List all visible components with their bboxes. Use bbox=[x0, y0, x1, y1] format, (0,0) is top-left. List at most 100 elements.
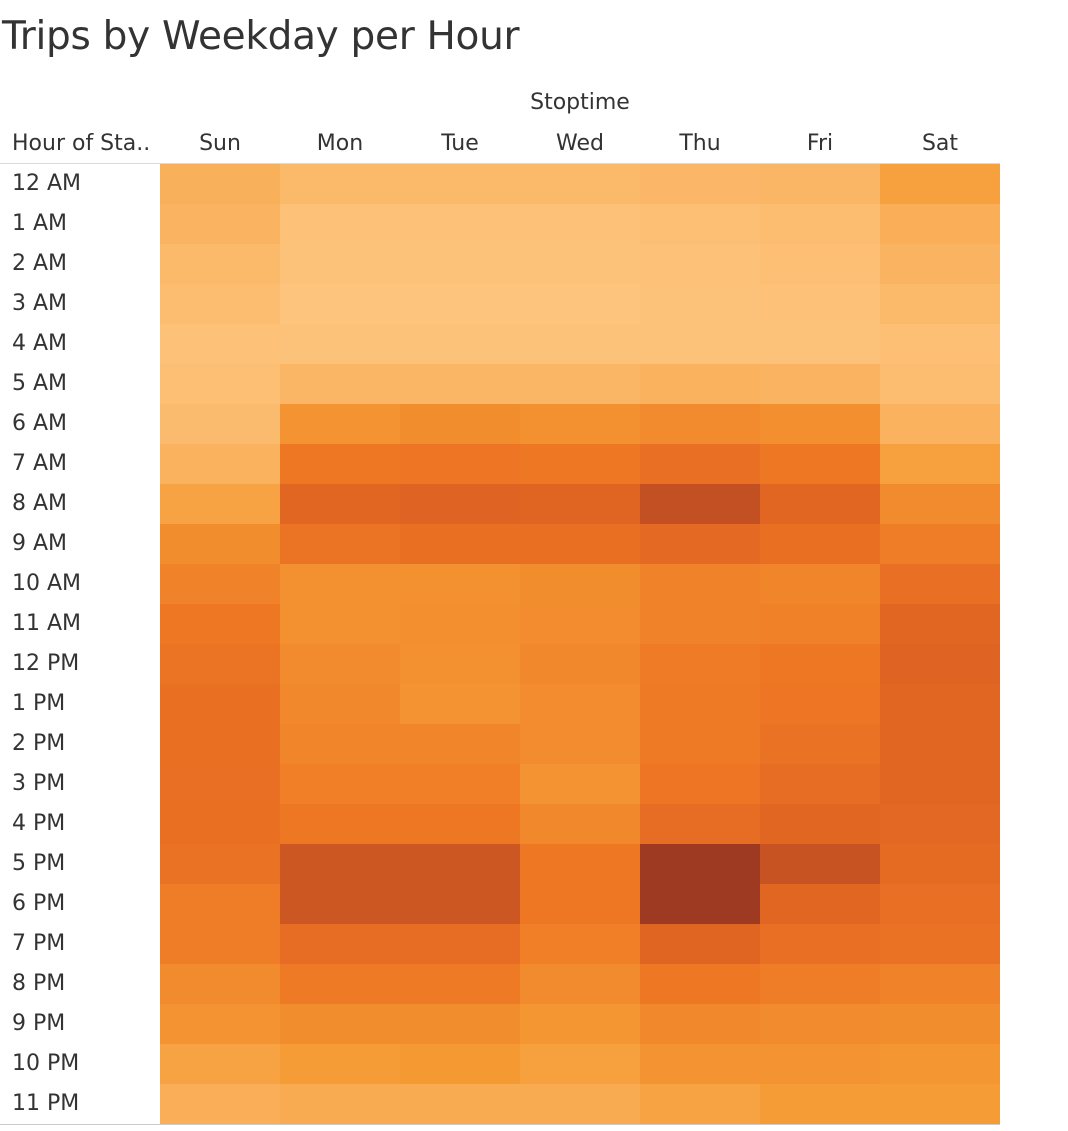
heatmap-cell-5-am-wed[interactable] bbox=[520, 364, 640, 404]
heatmap-cell-1-pm-fri[interactable] bbox=[760, 684, 880, 724]
heatmap-cell-11-am-wed[interactable] bbox=[520, 604, 640, 644]
heatmap-cell-8-am-thu[interactable] bbox=[640, 484, 760, 524]
heatmap-cell-10-am-sun[interactable] bbox=[160, 564, 280, 604]
heatmap-cell-8-am-mon[interactable] bbox=[280, 484, 400, 524]
heatmap-cell-7-pm-mon[interactable] bbox=[280, 924, 400, 964]
heatmap-cell-7-pm-fri[interactable] bbox=[760, 924, 880, 964]
heatmap-cell-6-am-tue[interactable] bbox=[400, 404, 520, 444]
heatmap-cell-1-am-fri[interactable] bbox=[760, 204, 880, 244]
heatmap-cell-4-am-mon[interactable] bbox=[280, 324, 400, 364]
heatmap-cell-12-pm-wed[interactable] bbox=[520, 644, 640, 684]
heatmap-cell-2-pm-tue[interactable] bbox=[400, 724, 520, 764]
heatmap-cell-7-am-thu[interactable] bbox=[640, 444, 760, 484]
heatmap-cell-5-am-mon[interactable] bbox=[280, 364, 400, 404]
heatmap-cell-7-pm-sat[interactable] bbox=[880, 924, 1000, 964]
heatmap-cell-9-pm-mon[interactable] bbox=[280, 1004, 400, 1044]
heatmap-cell-7-am-sun[interactable] bbox=[160, 444, 280, 484]
heatmap-cell-10-am-sat[interactable] bbox=[880, 564, 1000, 604]
heatmap-cell-5-am-sat[interactable] bbox=[880, 364, 1000, 404]
heatmap-cell-1-am-wed[interactable] bbox=[520, 204, 640, 244]
heatmap-cell-11-am-tue[interactable] bbox=[400, 604, 520, 644]
heatmap-cell-5-am-thu[interactable] bbox=[640, 364, 760, 404]
heatmap-cell-6-pm-sun[interactable] bbox=[160, 884, 280, 924]
heatmap-cell-11-am-fri[interactable] bbox=[760, 604, 880, 644]
heatmap-cell-4-pm-tue[interactable] bbox=[400, 804, 520, 844]
heatmap-cell-8-am-sun[interactable] bbox=[160, 484, 280, 524]
heatmap-cell-1-pm-sun[interactable] bbox=[160, 684, 280, 724]
heatmap-cell-11-pm-fri[interactable] bbox=[760, 1084, 880, 1124]
heatmap-cell-10-am-tue[interactable] bbox=[400, 564, 520, 604]
heatmap-cell-1-pm-wed[interactable] bbox=[520, 684, 640, 724]
heatmap-cell-2-am-thu[interactable] bbox=[640, 244, 760, 284]
heatmap-cell-6-pm-tue[interactable] bbox=[400, 884, 520, 924]
heatmap-cell-11-am-mon[interactable] bbox=[280, 604, 400, 644]
heatmap-cell-11-pm-wed[interactable] bbox=[520, 1084, 640, 1124]
heatmap-cell-2-pm-mon[interactable] bbox=[280, 724, 400, 764]
heatmap-cell-5-am-tue[interactable] bbox=[400, 364, 520, 404]
heatmap-cell-8-pm-wed[interactable] bbox=[520, 964, 640, 1004]
heatmap-cell-3-am-mon[interactable] bbox=[280, 284, 400, 324]
heatmap-cell-12-pm-thu[interactable] bbox=[640, 644, 760, 684]
heatmap-cell-12-pm-sat[interactable] bbox=[880, 644, 1000, 684]
heatmap-cell-11-pm-mon[interactable] bbox=[280, 1084, 400, 1124]
heatmap-cell-10-am-mon[interactable] bbox=[280, 564, 400, 604]
heatmap-cell-1-pm-mon[interactable] bbox=[280, 684, 400, 724]
heatmap-cell-1-am-thu[interactable] bbox=[640, 204, 760, 244]
heatmap-cell-2-pm-fri[interactable] bbox=[760, 724, 880, 764]
heatmap-cell-4-am-sat[interactable] bbox=[880, 324, 1000, 364]
heatmap-cell-2-pm-thu[interactable] bbox=[640, 724, 760, 764]
heatmap-cell-3-pm-sun[interactable] bbox=[160, 764, 280, 804]
heatmap-cell-9-pm-sat[interactable] bbox=[880, 1004, 1000, 1044]
heatmap-cell-7-am-wed[interactable] bbox=[520, 444, 640, 484]
heatmap-cell-7-pm-thu[interactable] bbox=[640, 924, 760, 964]
heatmap-cell-10-pm-wed[interactable] bbox=[520, 1044, 640, 1084]
heatmap-cell-3-pm-thu[interactable] bbox=[640, 764, 760, 804]
heatmap-cell-10-pm-sat[interactable] bbox=[880, 1044, 1000, 1084]
heatmap-cell-9-am-sat[interactable] bbox=[880, 524, 1000, 564]
heatmap-cell-2-am-sat[interactable] bbox=[880, 244, 1000, 284]
heatmap-cell-8-pm-mon[interactable] bbox=[280, 964, 400, 1004]
heatmap-cell-1-am-mon[interactable] bbox=[280, 204, 400, 244]
heatmap-cell-5-pm-sun[interactable] bbox=[160, 844, 280, 884]
heatmap-cell-3-am-tue[interactable] bbox=[400, 284, 520, 324]
heatmap-cell-3-am-wed[interactable] bbox=[520, 284, 640, 324]
heatmap-cell-1-am-tue[interactable] bbox=[400, 204, 520, 244]
heatmap-cell-11-am-sat[interactable] bbox=[880, 604, 1000, 644]
heatmap-cell-2-pm-sat[interactable] bbox=[880, 724, 1000, 764]
heatmap-cell-4-am-tue[interactable] bbox=[400, 324, 520, 364]
heatmap-cell-9-am-thu[interactable] bbox=[640, 524, 760, 564]
heatmap-cell-3-pm-mon[interactable] bbox=[280, 764, 400, 804]
heatmap-cell-8-pm-tue[interactable] bbox=[400, 964, 520, 1004]
heatmap-cell-7-am-fri[interactable] bbox=[760, 444, 880, 484]
heatmap-cell-6-am-sat[interactable] bbox=[880, 404, 1000, 444]
heatmap-cell-12-am-mon[interactable] bbox=[280, 164, 400, 204]
heatmap-cell-10-pm-sun[interactable] bbox=[160, 1044, 280, 1084]
heatmap-cell-1-pm-tue[interactable] bbox=[400, 684, 520, 724]
heatmap-cell-9-pm-sun[interactable] bbox=[160, 1004, 280, 1044]
heatmap-cell-8-am-fri[interactable] bbox=[760, 484, 880, 524]
heatmap-cell-8-am-wed[interactable] bbox=[520, 484, 640, 524]
heatmap-cell-10-am-thu[interactable] bbox=[640, 564, 760, 604]
heatmap-cell-6-pm-mon[interactable] bbox=[280, 884, 400, 924]
heatmap-cell-12-am-sun[interactable] bbox=[160, 164, 280, 204]
heatmap-cell-12-pm-tue[interactable] bbox=[400, 644, 520, 684]
heatmap-cell-6-am-thu[interactable] bbox=[640, 404, 760, 444]
heatmap-cell-9-am-fri[interactable] bbox=[760, 524, 880, 564]
heatmap-cell-8-pm-sun[interactable] bbox=[160, 964, 280, 1004]
heatmap-cell-12-am-thu[interactable] bbox=[640, 164, 760, 204]
heatmap-cell-2-am-tue[interactable] bbox=[400, 244, 520, 284]
heatmap-cell-12-am-wed[interactable] bbox=[520, 164, 640, 204]
heatmap-cell-10-am-wed[interactable] bbox=[520, 564, 640, 604]
heatmap-cell-2-pm-sun[interactable] bbox=[160, 724, 280, 764]
heatmap-cell-2-am-wed[interactable] bbox=[520, 244, 640, 284]
heatmap-cell-9-pm-thu[interactable] bbox=[640, 1004, 760, 1044]
heatmap-cell-4-am-fri[interactable] bbox=[760, 324, 880, 364]
heatmap-cell-8-pm-sat[interactable] bbox=[880, 964, 1000, 1004]
heatmap-cell-6-am-fri[interactable] bbox=[760, 404, 880, 444]
heatmap-cell-5-pm-sat[interactable] bbox=[880, 844, 1000, 884]
heatmap-cell-6-am-wed[interactable] bbox=[520, 404, 640, 444]
heatmap-cell-3-pm-wed[interactable] bbox=[520, 764, 640, 804]
heatmap-cell-9-am-tue[interactable] bbox=[400, 524, 520, 564]
heatmap-cell-2-pm-wed[interactable] bbox=[520, 724, 640, 764]
heatmap-cell-5-am-fri[interactable] bbox=[760, 364, 880, 404]
